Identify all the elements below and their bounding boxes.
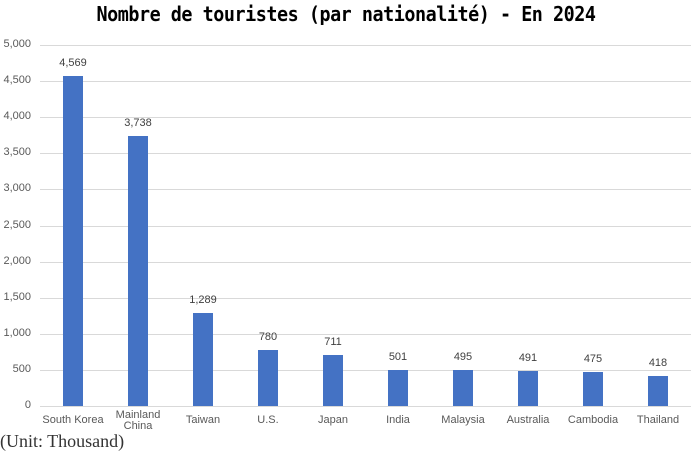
y-tick-label: 4,000 <box>3 110 31 122</box>
gridline <box>40 226 691 227</box>
chart-title: Nombre de touristes (par nationalité) - … <box>96 2 596 26</box>
data-label: 418 <box>648 357 668 369</box>
gridline <box>40 406 691 407</box>
bar <box>388 370 408 406</box>
bar <box>648 376 668 406</box>
bar <box>258 350 278 406</box>
x-tick-label: Taiwan <box>185 414 221 426</box>
y-tick-label: 1,000 <box>3 327 31 339</box>
gridline <box>40 189 691 190</box>
x-tick-label: Malaysia <box>441 414 485 426</box>
data-label: 475 <box>583 353 603 365</box>
bar <box>128 136 148 406</box>
data-label: 711 <box>324 336 342 348</box>
gridline <box>40 153 691 154</box>
data-label: 4,569 <box>59 57 87 69</box>
y-tick-label: 2,500 <box>3 219 31 231</box>
gridline <box>40 81 691 82</box>
y-tick-label: 500 <box>12 363 31 375</box>
x-tick-label: South Korea <box>42 414 104 426</box>
data-label: 1,289 <box>189 294 217 306</box>
bar <box>63 76 83 406</box>
x-tick-label: India <box>386 414 410 426</box>
gridline <box>40 298 691 299</box>
gridline <box>40 370 691 371</box>
y-tick-label: 0 <box>24 399 31 411</box>
data-label: 491 <box>518 352 538 364</box>
bar <box>323 355 343 406</box>
bar <box>518 371 538 406</box>
bar <box>193 313 213 406</box>
data-label: 780 <box>258 331 278 343</box>
gridline <box>40 262 691 263</box>
gridline <box>40 117 691 118</box>
bar <box>453 370 473 406</box>
gridline <box>40 45 691 46</box>
x-tick-label: Australia <box>506 414 550 426</box>
x-tick-label: Japan <box>318 414 348 426</box>
y-tick-label: 1,500 <box>3 291 31 303</box>
gridline <box>40 334 691 335</box>
y-tick-label: 2,000 <box>3 255 31 267</box>
x-tick-label: Mainland China <box>115 409 161 432</box>
x-tick-label: Thailand <box>636 414 680 426</box>
data-label: 3,738 <box>124 117 152 129</box>
bar <box>583 372 603 406</box>
y-tick-label: 3,000 <box>3 182 31 194</box>
data-label: 495 <box>453 351 473 363</box>
unit-note: (Unit: Thousand) <box>0 431 125 451</box>
y-tick-label: 5,000 <box>3 38 31 50</box>
data-label: 501 <box>388 351 408 363</box>
x-tick-label: U.S. <box>257 414 279 426</box>
x-tick-label: Cambodia <box>567 414 619 426</box>
y-tick-label: 3,500 <box>3 146 31 158</box>
y-tick-label: 4,500 <box>3 74 31 86</box>
